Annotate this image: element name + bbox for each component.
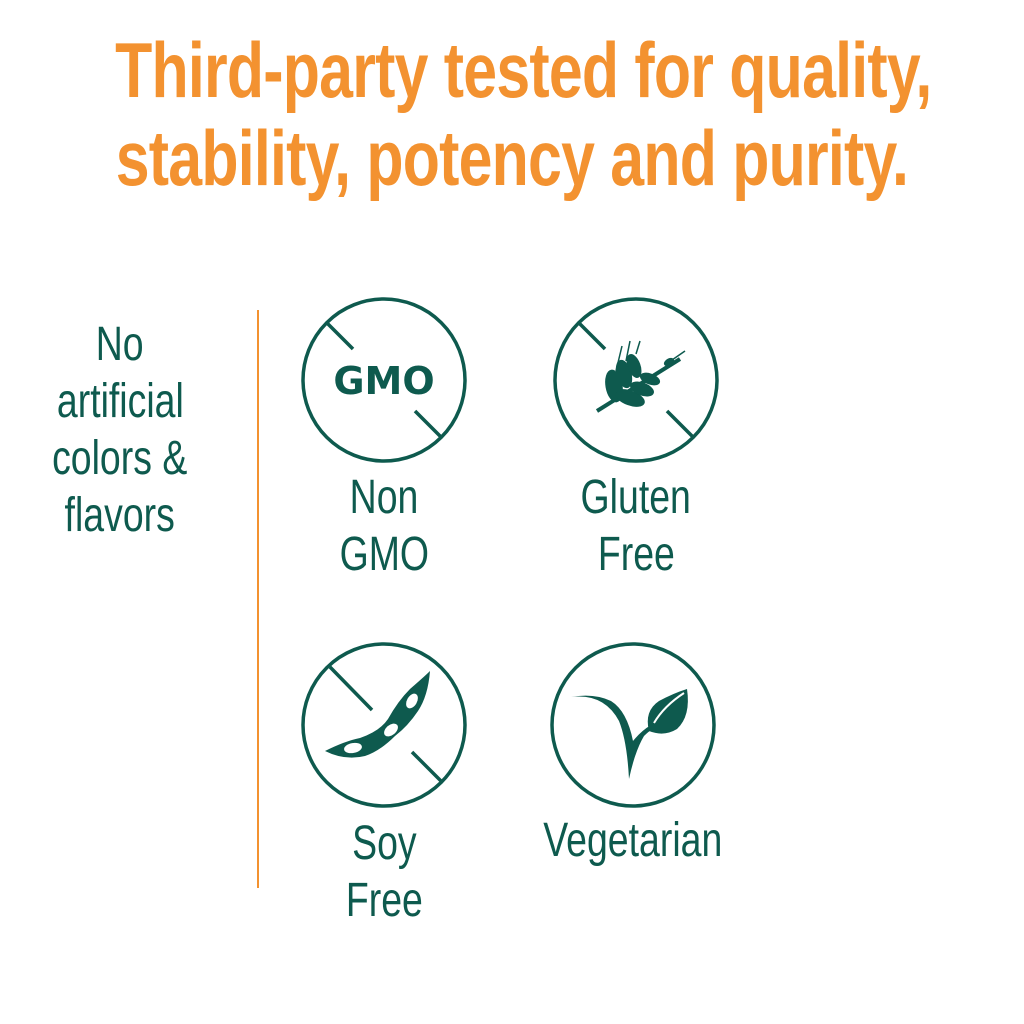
badge-label-line: Non (349, 471, 419, 524)
badge-label-soy-free: Soy Free (284, 815, 484, 929)
badge-label-gluten-free: Gluten Free (536, 469, 736, 583)
vegetarian-leaf-icon (550, 642, 716, 808)
no-gmo-icon: GMO (301, 297, 467, 463)
badge-label-line: Free (597, 528, 675, 581)
headline-line-2: stability, potency and purity. (0, 118, 1024, 198)
side-claim-line: colors & (52, 432, 188, 485)
badge-label-line: GMO (339, 528, 429, 581)
divider (257, 310, 259, 888)
gmo-icon-text: GMO (333, 359, 434, 403)
side-claim-line: artificial (56, 375, 184, 428)
side-claim-line: No (96, 318, 144, 371)
badge-label-line: Soy (351, 817, 417, 870)
badge-label-line: Free (345, 874, 423, 927)
badge-label-non-gmo: Non GMO (284, 469, 484, 583)
headline-text-2: stability, potency and purity. (115, 114, 909, 202)
badge-label-vegetarian: Vegetarian (518, 812, 748, 869)
badge-label-line: Vegetarian (543, 814, 723, 867)
no-soy-icon (301, 642, 467, 808)
side-claim: No artificial colors & flavors (20, 316, 220, 544)
no-gluten-wheat-icon (553, 297, 719, 463)
headline-text-1: Third-party tested for quality, (115, 26, 932, 114)
badge-label-line: Gluten (580, 471, 692, 524)
headline-line-1: Third-party tested for quality, (0, 30, 1024, 110)
side-claim-line: flavors (64, 489, 176, 542)
